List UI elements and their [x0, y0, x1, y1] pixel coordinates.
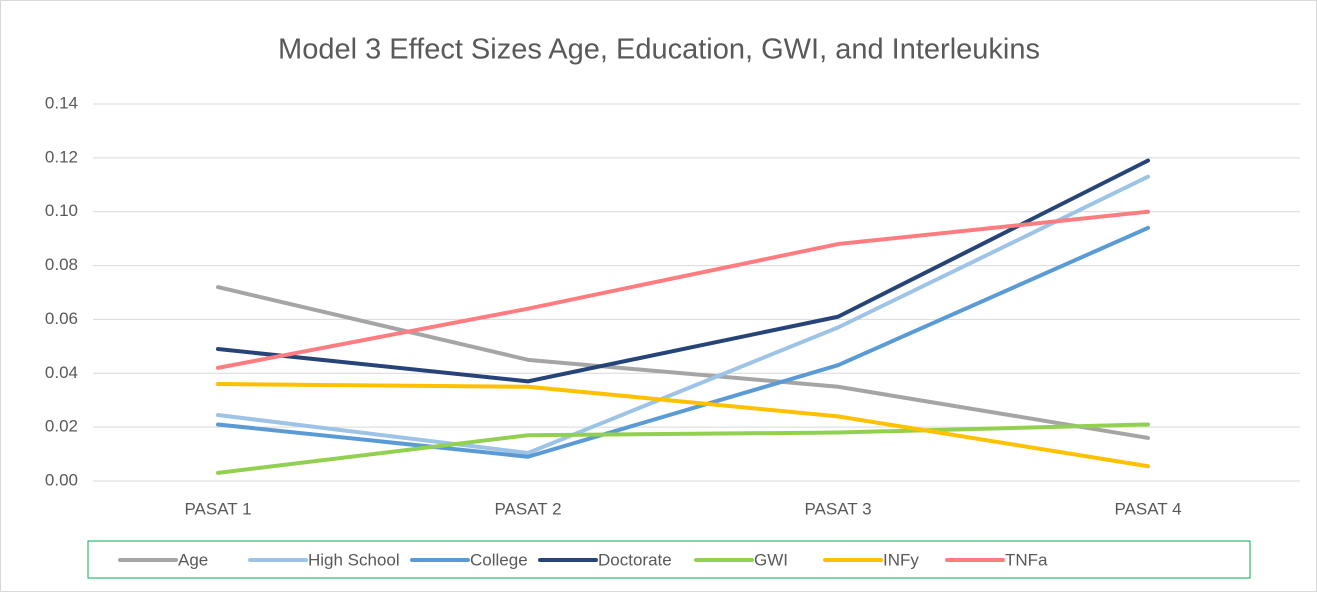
y-tick-label: 0.12	[45, 147, 78, 166]
series-line	[216, 285, 1150, 440]
legend-label: GWI	[754, 550, 788, 569]
y-tick-label: 0.08	[45, 255, 78, 274]
y-tick-label: 0.06	[45, 309, 78, 328]
series-line	[216, 382, 1150, 469]
y-tick-label: 0.02	[45, 417, 78, 436]
legend-label: INFy	[883, 550, 919, 569]
series-line	[216, 174, 1150, 455]
x-tick-label: PASAT 4	[1114, 499, 1181, 518]
y-tick-label: 0.14	[45, 93, 78, 112]
y-tick-label: 0.00	[45, 470, 78, 489]
legend-label: Doctorate	[598, 550, 672, 569]
x-tick-label: PASAT 2	[494, 499, 561, 518]
series-line	[216, 209, 1150, 370]
legend-label: College	[470, 550, 528, 569]
series-line	[216, 422, 1150, 475]
legend-label: High School	[308, 550, 400, 569]
y-tick-label: 0.10	[45, 201, 78, 220]
legend-label: TNFa	[1005, 550, 1048, 569]
series-line	[216, 158, 1150, 384]
chart-title: Model 3 Effect Sizes Age, Education, GWI…	[278, 34, 1040, 66]
legend-box	[87, 540, 1251, 579]
legend-label: Age	[178, 550, 208, 569]
x-tick-label: PASAT 1	[184, 499, 251, 518]
x-tick-label: PASAT 3	[804, 499, 871, 518]
y-tick-label: 0.04	[45, 363, 78, 382]
series-line	[216, 225, 1150, 459]
